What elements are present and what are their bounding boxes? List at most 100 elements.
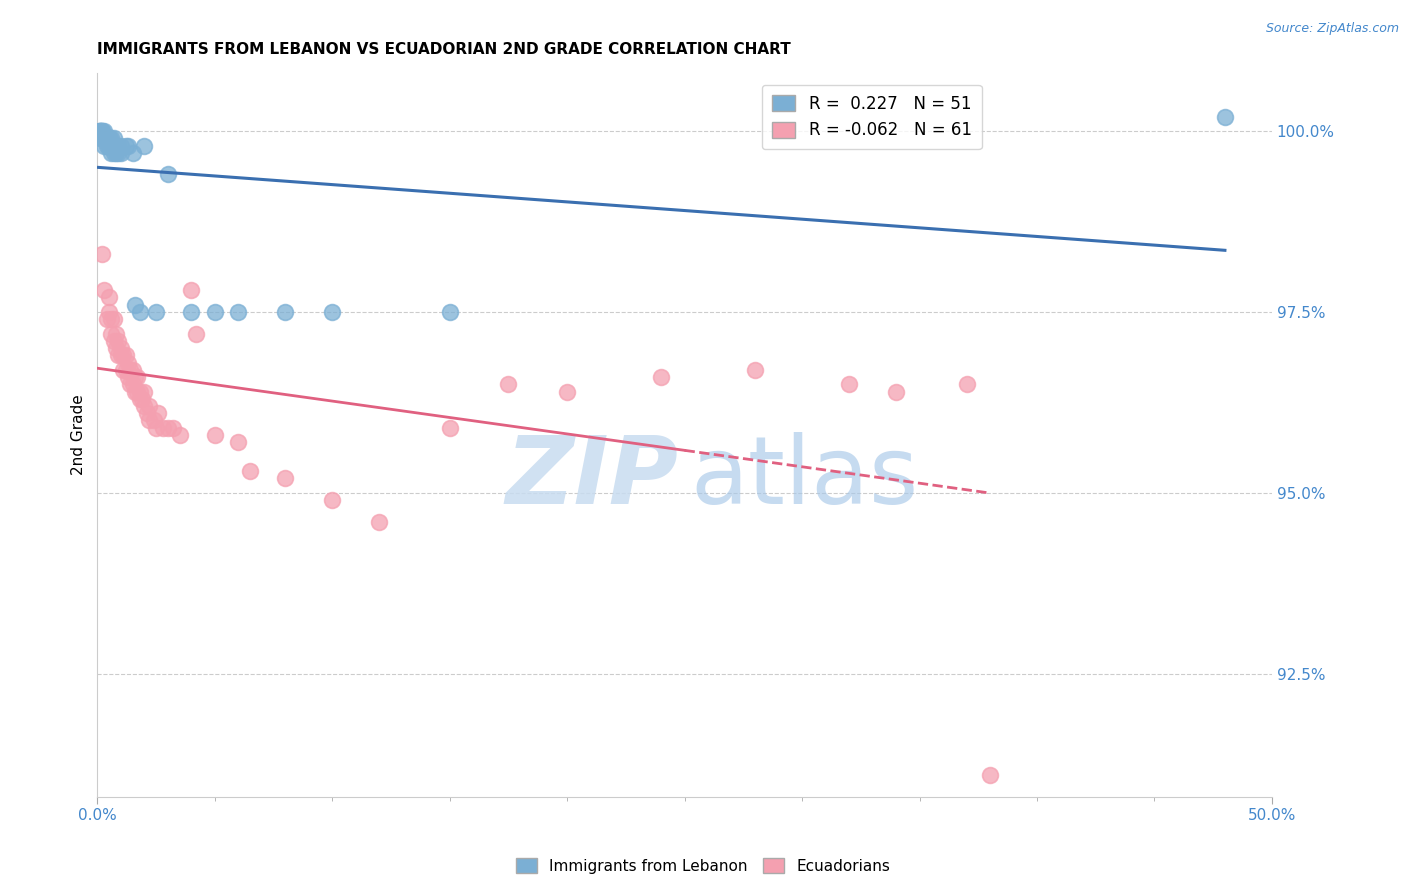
Point <box>274 305 297 319</box>
Point <box>105 326 128 341</box>
Point <box>89 131 111 145</box>
Legend: R =  0.227   N = 51, R = -0.062   N = 61: R = 0.227 N = 51, R = -0.062 N = 61 <box>762 85 981 150</box>
Text: Source: ZipAtlas.com: Source: ZipAtlas.com <box>1265 22 1399 36</box>
Point <box>96 131 118 145</box>
Point <box>93 131 115 145</box>
Point <box>114 138 136 153</box>
Legend: Immigrants from Lebanon, Ecuadorians: Immigrants from Lebanon, Ecuadorians <box>509 852 897 880</box>
Point <box>128 384 150 399</box>
Point <box>204 305 226 319</box>
Point <box>134 384 156 399</box>
Point <box>117 355 139 369</box>
Point <box>98 138 121 153</box>
Point <box>152 420 174 434</box>
Point <box>138 399 160 413</box>
Point <box>98 290 121 304</box>
Point <box>105 341 128 355</box>
Point <box>103 138 125 153</box>
Point <box>96 312 118 326</box>
Point <box>439 420 461 434</box>
Point <box>127 370 149 384</box>
Point <box>124 298 146 312</box>
Point <box>91 131 114 145</box>
Point <box>114 348 136 362</box>
Point <box>162 420 184 434</box>
Point <box>107 138 129 153</box>
Point <box>96 138 118 153</box>
Point <box>128 392 150 406</box>
Point <box>138 413 160 427</box>
Point <box>117 370 139 384</box>
Point <box>156 420 179 434</box>
Point <box>121 377 143 392</box>
Point <box>121 145 143 160</box>
Point <box>103 131 125 145</box>
Point <box>100 131 122 145</box>
Point <box>98 131 121 145</box>
Point <box>105 138 128 153</box>
Point <box>98 131 121 145</box>
Point <box>884 384 907 399</box>
Point <box>107 348 129 362</box>
Point <box>110 138 132 153</box>
Point <box>96 131 118 145</box>
Point <box>156 168 179 182</box>
Point <box>107 145 129 160</box>
Text: atlas: atlas <box>690 433 918 524</box>
Point <box>91 131 114 145</box>
Point <box>555 384 578 399</box>
Point <box>121 363 143 377</box>
Point <box>100 145 122 160</box>
Point <box>368 515 391 529</box>
Point <box>439 305 461 319</box>
Point <box>110 348 132 362</box>
Point <box>98 305 121 319</box>
Point <box>100 312 122 326</box>
Point <box>145 420 167 434</box>
Point <box>110 145 132 160</box>
Point <box>955 377 977 392</box>
Text: IMMIGRANTS FROM LEBANON VS ECUADORIAN 2ND GRADE CORRELATION CHART: IMMIGRANTS FROM LEBANON VS ECUADORIAN 2N… <box>97 42 792 57</box>
Point <box>120 363 142 377</box>
Point <box>321 305 343 319</box>
Point <box>226 305 249 319</box>
Point <box>100 326 122 341</box>
Point <box>142 413 165 427</box>
Point <box>91 124 114 138</box>
Point <box>91 124 114 138</box>
Point <box>169 428 191 442</box>
Point <box>128 305 150 319</box>
Point <box>91 247 114 261</box>
Point <box>90 124 112 138</box>
Point <box>96 131 118 145</box>
Point <box>239 464 262 478</box>
Point <box>131 392 153 406</box>
Point <box>838 377 860 392</box>
Point <box>145 305 167 319</box>
Point <box>184 326 207 341</box>
Point <box>650 370 672 384</box>
Point <box>180 283 202 297</box>
Point <box>89 124 111 138</box>
Point <box>87 124 110 138</box>
Point <box>134 399 156 413</box>
Point <box>134 138 156 153</box>
Point <box>110 341 132 355</box>
Point <box>148 406 170 420</box>
Point <box>105 145 128 160</box>
Point <box>112 363 135 377</box>
Y-axis label: 2nd Grade: 2nd Grade <box>72 394 86 475</box>
Point <box>274 471 297 485</box>
Point <box>124 384 146 399</box>
Point <box>100 138 122 153</box>
Point <box>226 435 249 450</box>
Point <box>107 334 129 348</box>
Point <box>93 124 115 138</box>
Point <box>103 145 125 160</box>
Point <box>89 124 111 138</box>
Point <box>744 363 766 377</box>
Point <box>498 377 520 392</box>
Point <box>1213 110 1236 124</box>
Point <box>127 384 149 399</box>
Point <box>93 283 115 297</box>
